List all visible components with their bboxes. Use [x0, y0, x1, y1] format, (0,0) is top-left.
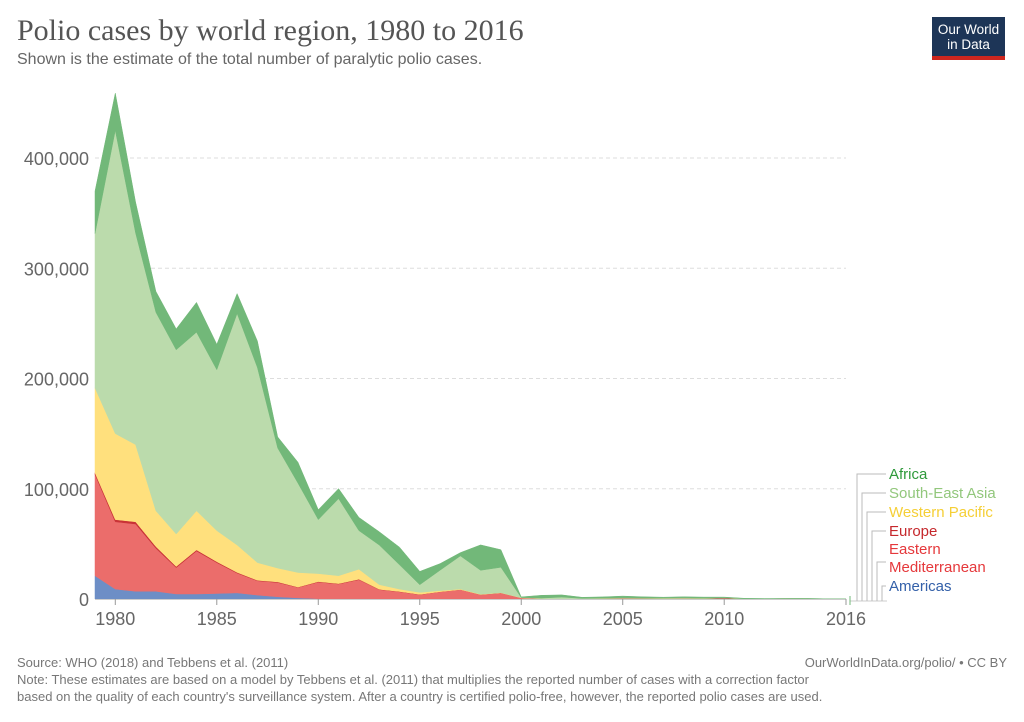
y-tick-label: 0 [79, 590, 89, 610]
legend-label-eastern-mediterranean[interactable]: Mediterranean [889, 559, 986, 576]
legend-label-africa[interactable]: Africa [889, 466, 928, 483]
legend-connector [876, 561, 886, 601]
y-tick-label: 100,000 [24, 480, 89, 500]
x-axis: 1980 1985 1990 1995 2000 2005 2010 2016 [95, 599, 866, 629]
source-url-link[interactable]: OurWorldInData.org/polio/ • CC BY [804, 655, 1007, 670]
legend-connector [881, 585, 886, 601]
note-line-1: Note: These estimates are based on a mod… [17, 672, 809, 687]
logo-line-1: Our World [937, 22, 1000, 37]
note-line-2: based on the quality of each country's s… [17, 689, 823, 704]
legend-label-americas[interactable]: Americas [889, 578, 952, 595]
legend: Africa South-East Asia Western Pacific Euro… [849, 466, 996, 605]
legend-connector [861, 492, 886, 601]
y-tick-label: 400,000 [24, 149, 89, 169]
x-tick-label: 2000 [501, 609, 541, 629]
legend-label-eastern-mediterranean[interactable]: Eastern [889, 541, 941, 558]
legend-connector [856, 473, 886, 601]
x-tick-label: 2016 [826, 609, 866, 629]
y-axis: 0 100,000 200,000 300,000 400,000 [24, 149, 89, 610]
x-tick-label: 1995 [400, 609, 440, 629]
owid-logo[interactable]: Our World in Data [932, 17, 1005, 60]
x-tick-label: 1985 [197, 609, 237, 629]
x-tick-label: 2010 [704, 609, 744, 629]
chart-title: Polio cases by world region, 1980 to 201… [17, 14, 524, 47]
legend-connector [871, 530, 886, 601]
y-tick-label: 200,000 [24, 370, 89, 390]
x-tick-label: 1990 [298, 609, 338, 629]
x-tick-label: 2005 [603, 609, 643, 629]
gridlines [95, 157, 846, 490]
chart-subtitle: Shown is the estimate of the total numbe… [17, 51, 483, 68]
y-tick-label: 300,000 [24, 259, 89, 279]
area-layers [94, 92, 847, 600]
legend-connector [866, 511, 886, 601]
legend-label-western-pacific[interactable]: Western Pacific [889, 504, 993, 521]
source-text: Source: WHO (2018) and Tebbens et al. (2… [17, 655, 289, 670]
x-tick-label: 1980 [95, 609, 135, 629]
legend-label-south-east-asia[interactable]: South-East Asia [889, 485, 996, 502]
legend-label-europe[interactable]: Europe [889, 523, 937, 540]
logo-line-2: in Data [947, 37, 990, 52]
area-africa[interactable] [94, 92, 847, 600]
